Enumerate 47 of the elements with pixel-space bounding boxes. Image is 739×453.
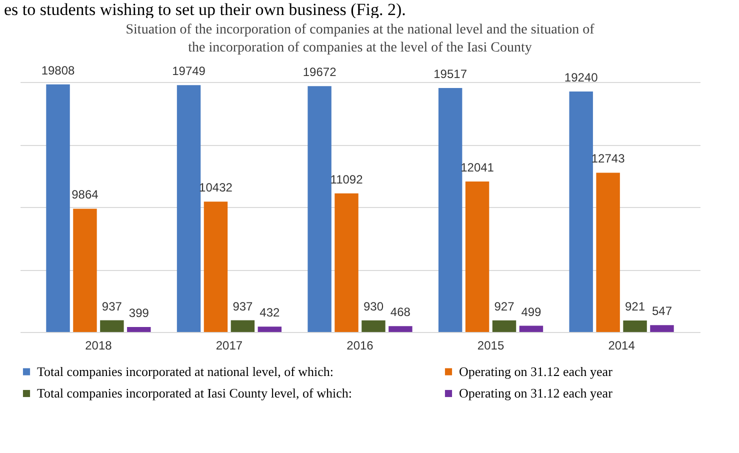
chart-title: Situation of the incorporation of companies at the national level and the situation of the incorporation of companies at the level of the Iasi County bbox=[126, 22, 595, 56]
data-label: 19672 bbox=[302, 65, 337, 80]
data-label: 499 bbox=[521, 304, 542, 319]
legend-label: Operating on 31.12 each year bbox=[459, 364, 614, 379]
x-tick-label: 2016 bbox=[346, 338, 374, 352]
data-label: 937 bbox=[232, 299, 254, 314]
bar bbox=[519, 326, 544, 332]
legend-label: Operating on 31.12 each year bbox=[459, 386, 614, 400]
bar bbox=[362, 320, 386, 332]
bar bbox=[73, 208, 97, 332]
x-tick-label: 2017 bbox=[216, 338, 243, 352]
bar bbox=[176, 85, 201, 332]
bar bbox=[492, 320, 516, 332]
bar bbox=[204, 202, 228, 332]
data-label: 19749 bbox=[172, 64, 206, 78]
bar bbox=[258, 326, 282, 332]
legend-label: Total companies incorporated at Iasi County level, of which: bbox=[37, 386, 352, 400]
data-label: 927 bbox=[494, 299, 515, 314]
bar bbox=[334, 193, 358, 332]
legend-label: Total companies incorporated at national level, of which: bbox=[37, 364, 334, 379]
data-label: 432 bbox=[260, 306, 280, 320]
bar bbox=[623, 320, 647, 332]
bar bbox=[596, 172, 620, 332]
data-label: 937 bbox=[102, 299, 122, 314]
x-tick-label: 2018 bbox=[85, 338, 112, 352]
data-label: 19517 bbox=[434, 67, 468, 82]
text: es to students wishing to set up their own business (Fig. 2). bbox=[3, 0, 407, 19]
bar bbox=[388, 326, 412, 332]
bar bbox=[569, 92, 593, 332]
data-label: 19240 bbox=[564, 70, 598, 84]
data-label: 19808 bbox=[41, 63, 76, 78]
x-tick-label: 2014 bbox=[608, 338, 636, 352]
bar bbox=[230, 320, 255, 332]
data-label: 9864 bbox=[72, 188, 99, 202]
bar bbox=[127, 327, 151, 332]
data-label: 399 bbox=[128, 306, 150, 320]
x-tick-label: 2015 bbox=[477, 338, 504, 352]
bar bbox=[100, 320, 124, 332]
bar bbox=[465, 181, 490, 332]
data-label: 921 bbox=[625, 299, 646, 314]
bar bbox=[46, 84, 70, 332]
data-label: 468 bbox=[390, 305, 411, 320]
data-label: 930 bbox=[363, 299, 384, 314]
bar bbox=[438, 88, 462, 332]
bar bbox=[650, 325, 674, 332]
bar bbox=[308, 86, 332, 332]
data-label: 547 bbox=[652, 304, 672, 318]
